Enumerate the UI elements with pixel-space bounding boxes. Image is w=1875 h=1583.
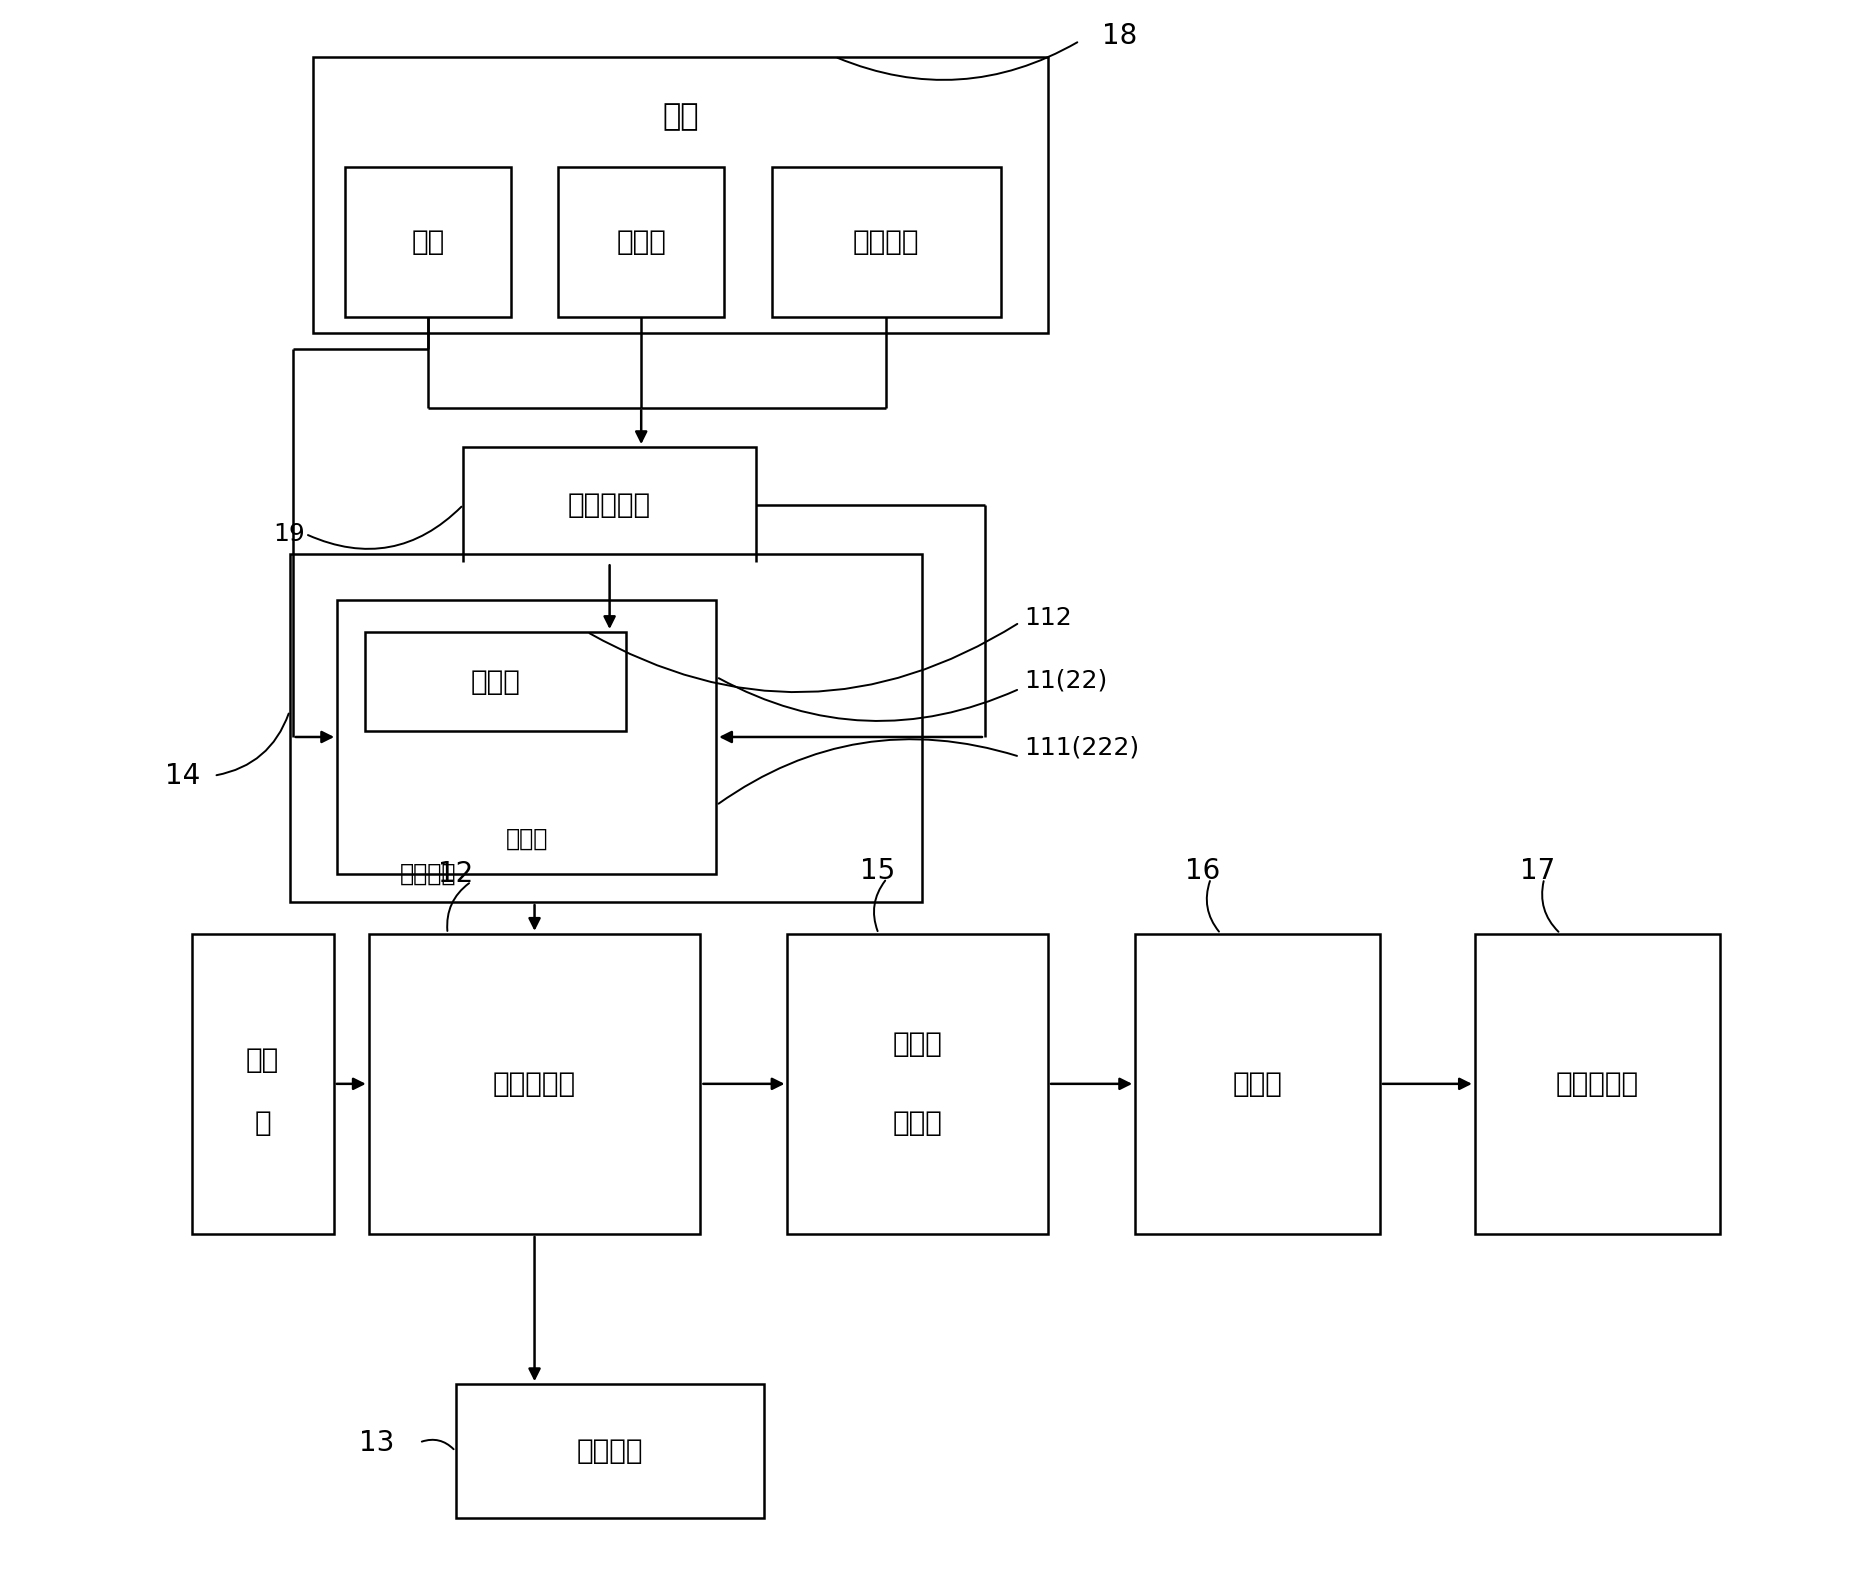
Text: 111(222): 111(222) xyxy=(1024,735,1140,760)
Text: 19: 19 xyxy=(274,522,306,546)
Bar xyxy=(1476,934,1719,1235)
Bar xyxy=(345,168,510,318)
Bar xyxy=(369,934,701,1235)
Text: 16: 16 xyxy=(1185,856,1221,885)
Text: 13: 13 xyxy=(358,1428,394,1456)
Text: 11(22): 11(22) xyxy=(1024,670,1108,693)
Bar xyxy=(338,600,716,874)
Bar xyxy=(366,632,626,731)
Text: 17: 17 xyxy=(1521,856,1556,885)
Text: 12: 12 xyxy=(439,860,472,888)
Bar xyxy=(191,934,334,1235)
Text: 112: 112 xyxy=(1024,606,1072,630)
Text: 14: 14 xyxy=(165,761,201,790)
Text: 蓄电池: 蓄电池 xyxy=(1232,1070,1282,1099)
Text: 真空玻璃罩: 真空玻璃罩 xyxy=(568,491,651,519)
Bar xyxy=(559,168,724,318)
Bar xyxy=(1134,934,1380,1235)
Text: 太阳能: 太阳能 xyxy=(617,228,666,256)
Text: 聚热层: 聚热层 xyxy=(471,668,521,695)
Text: 隔热: 隔热 xyxy=(246,1046,279,1075)
Text: 致冷晶片组: 致冷晶片组 xyxy=(493,1070,576,1099)
Text: 稳压器: 稳压器 xyxy=(892,1110,943,1137)
Text: 散热装置: 散热装置 xyxy=(576,1437,643,1466)
Text: 18: 18 xyxy=(1102,22,1136,51)
Text: 热源: 热源 xyxy=(662,103,699,131)
Text: 燃烧废热: 燃烧废热 xyxy=(853,228,919,256)
Bar xyxy=(289,554,922,902)
Text: 变电压: 变电压 xyxy=(892,1031,943,1059)
Bar xyxy=(772,168,1001,318)
Text: 集热体: 集热体 xyxy=(506,826,548,852)
Bar xyxy=(456,1384,763,1518)
Text: 层: 层 xyxy=(255,1110,272,1137)
Text: 15: 15 xyxy=(861,856,894,885)
Bar xyxy=(463,446,756,562)
Text: 废气: 废气 xyxy=(411,228,444,256)
Bar xyxy=(788,934,1048,1235)
Text: 电池转换器: 电池转换器 xyxy=(1556,1070,1639,1099)
Text: 集热装置: 集热装置 xyxy=(399,861,458,885)
Bar xyxy=(313,57,1048,334)
